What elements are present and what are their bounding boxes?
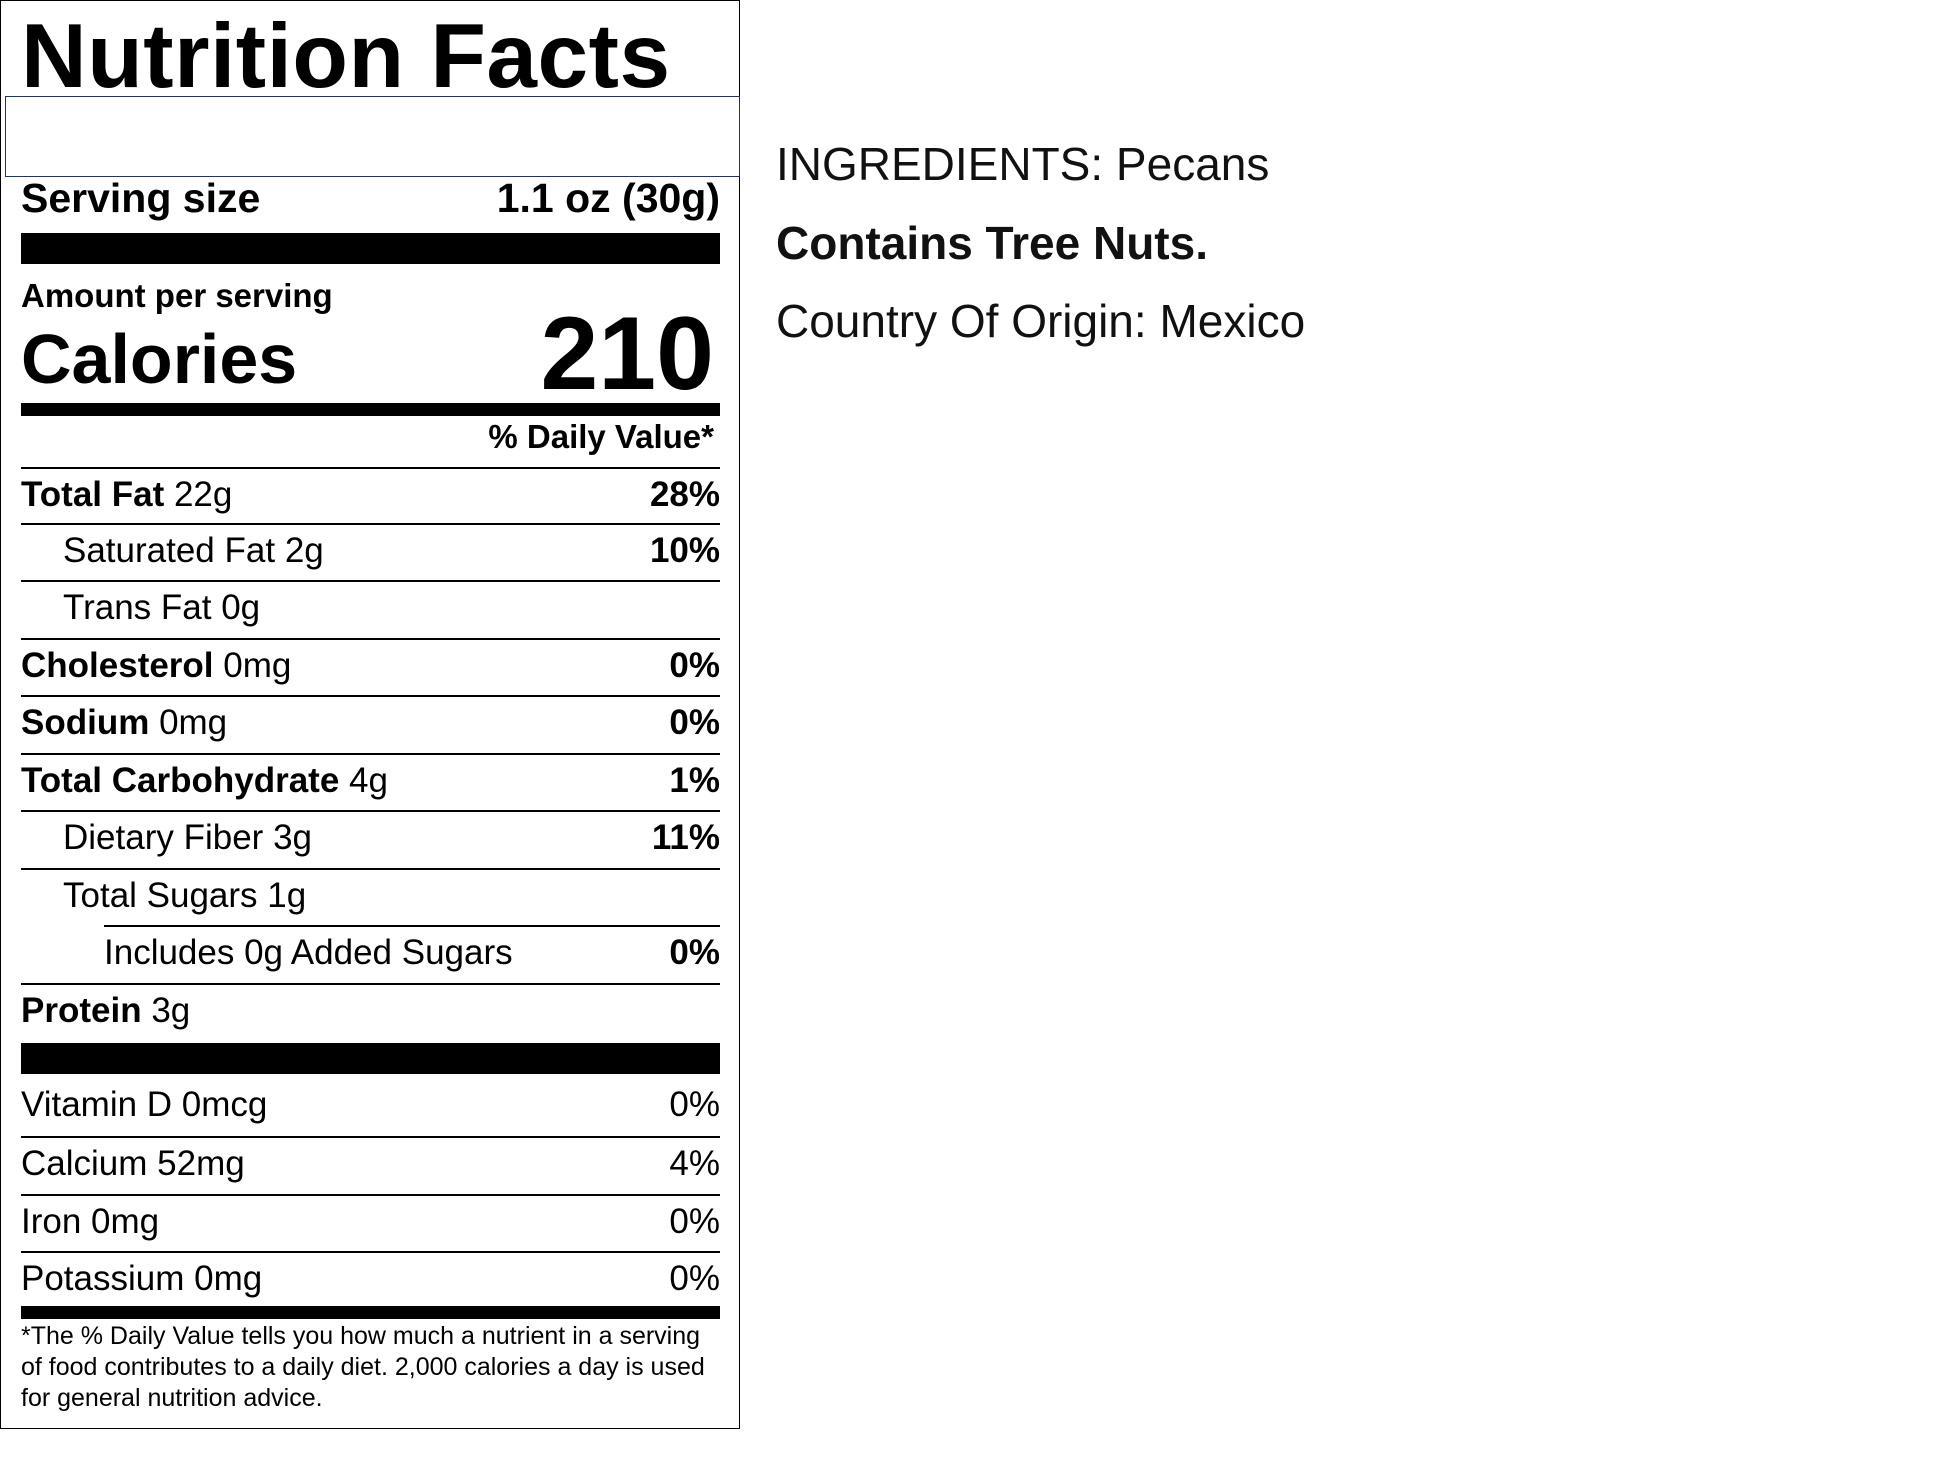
- nutrient-row-total-fat: Total Fat 22g 28%: [21, 467, 720, 523]
- nutrient-row-dietary-fiber: Dietary Fiber 3g 11%: [21, 810, 720, 866]
- nutrient-row-total-carbohydrate: Total Carbohydrate 4g 1%: [21, 753, 720, 809]
- label-title: Nutrition Facts: [21, 6, 671, 107]
- ingredients-text: INGREDIENTS: Pecans: [776, 138, 1270, 190]
- vitamin-dv: 0%: [669, 1202, 720, 1241]
- medium-divider: [21, 1306, 720, 1319]
- nutrient-row-total-sugars: Total Sugars 1g: [21, 868, 720, 924]
- nutrient-name: Total Fat 22g: [21, 475, 233, 514]
- vitamin-name: Calcium 52mg: [21, 1144, 245, 1183]
- nutrient-name: Dietary Fiber 3g: [63, 818, 312, 857]
- nutrient-name: Sodium 0mg: [21, 703, 228, 742]
- nutrient-row-cholesterol: Cholesterol 0mg 0%: [21, 638, 720, 694]
- vitamin-name: Potassium 0mg: [21, 1259, 263, 1298]
- nutrient-dv: 1%: [669, 761, 720, 800]
- nutrient-dv: 10%: [649, 531, 720, 570]
- nutrient-name: Trans Fat 0g: [63, 588, 261, 627]
- thick-divider: [21, 233, 720, 264]
- vitamin-row-vitamin-d: Vitamin D 0mcg 0%: [21, 1079, 720, 1135]
- nutrient-dv: 0%: [669, 703, 720, 742]
- nutrient-row-sodium: Sodium 0mg 0%: [21, 695, 720, 751]
- nutrient-name: Total Carbohydrate 4g: [21, 761, 388, 800]
- daily-value-footnote: *The % Daily Value tells you how much a …: [21, 1322, 705, 1412]
- nutrient-dv: 11%: [651, 818, 720, 857]
- nutrient-row-saturated-fat: Saturated Fat 2g 10%: [21, 523, 720, 579]
- nutrient-name: Total Sugars 1g: [63, 876, 307, 915]
- country-of-origin-text: Country Of Origin: Mexico: [776, 295, 1306, 347]
- serving-size-value: 1.1 oz (30g): [496, 175, 720, 221]
- allergen-text: Contains Tree Nuts.: [776, 217, 1208, 269]
- nutrient-dv: 0%: [669, 646, 720, 685]
- daily-value-header: % Daily Value*: [488, 418, 714, 455]
- amount-per-serving: Amount per serving: [21, 277, 333, 314]
- blank-text-box[interactable]: [5, 96, 740, 177]
- thick-divider: [21, 1043, 720, 1074]
- nutrient-row-trans-fat: Trans Fat 0g: [21, 580, 720, 636]
- vitamin-row-potassium: Potassium 0mg 0%: [21, 1251, 720, 1307]
- nutrient-name: Protein 3g: [21, 991, 191, 1030]
- calories-value: 210: [540, 296, 714, 412]
- vitamin-dv: 0%: [669, 1085, 720, 1124]
- nutrient-row-protein: Protein 3g: [21, 983, 720, 1039]
- nutrient-dv: 28%: [649, 475, 720, 514]
- nutrient-name: Includes 0g Added Sugars: [104, 933, 513, 972]
- nutrient-name: Cholesterol 0mg: [21, 646, 292, 685]
- vitamin-dv: 4%: [669, 1144, 720, 1183]
- vitamin-row-iron: Iron 0mg 0%: [21, 1194, 720, 1250]
- serving-size-label: Serving size: [21, 175, 261, 221]
- medium-divider: [21, 403, 720, 416]
- vitamin-name: Iron 0mg: [21, 1202, 160, 1241]
- nutrient-row-added-sugars: Includes 0g Added Sugars 0%: [104, 925, 720, 981]
- serving-size-row: Serving size 1.1 oz (30g): [21, 171, 720, 223]
- nutrient-name: Saturated Fat 2g: [63, 531, 324, 570]
- vitamin-row-calcium: Calcium 52mg 4%: [21, 1136, 720, 1192]
- vitamin-dv: 0%: [669, 1259, 720, 1298]
- nutrition-facts-label: Nutrition Facts Serving size 1.1 oz (30g…: [0, 0, 740, 1429]
- nutrient-dv: 0%: [669, 933, 720, 972]
- calories-label: Calories: [21, 320, 298, 398]
- vitamin-name: Vitamin D 0mcg: [21, 1085, 268, 1124]
